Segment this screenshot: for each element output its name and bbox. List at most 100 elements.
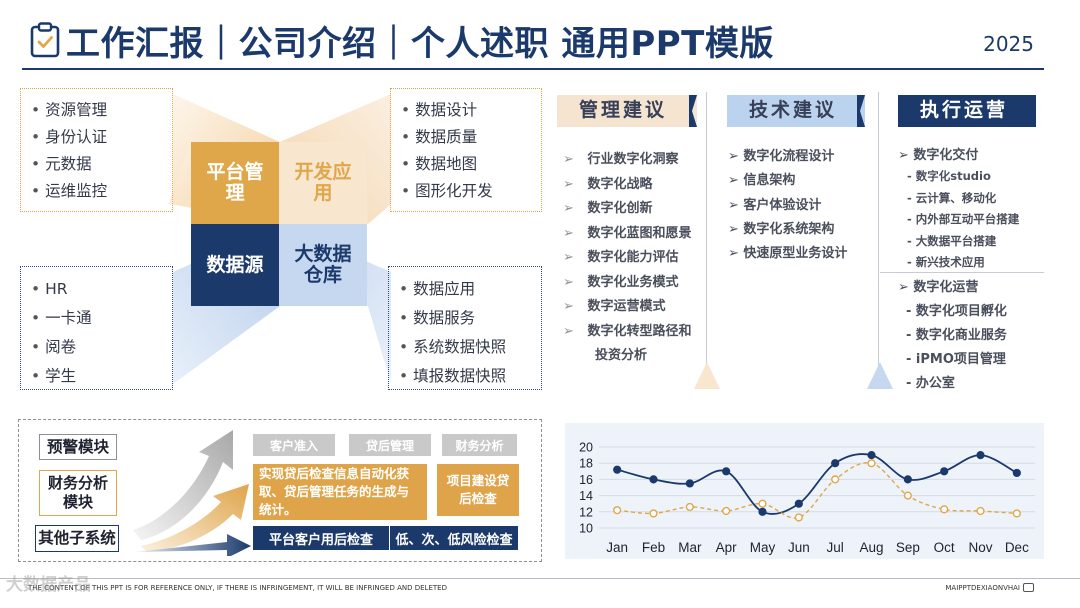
list-item: - 大数据平台搭建 — [907, 233, 997, 248]
column-marker-triangle — [867, 362, 893, 389]
list-item: 数据质量 — [401, 124, 535, 151]
x-tick-label: May — [750, 540, 776, 555]
column-title-technical: 技术建议 — [727, 95, 865, 127]
list-item: - iPMO项目管理 — [906, 352, 1006, 367]
list-item: 身份认证 — [31, 124, 166, 151]
list-item: ➢ 数字化流程设计 — [728, 149, 835, 164]
list-technical: ➢ 数字化流程设计 ➢ 信息架构 ➢ 客户体验设计 ➢ 数字化系统架构 ➢ 快速… — [728, 145, 876, 266]
list-item: 数据应用 — [399, 275, 535, 304]
box-platform-check: 平台客户用后检查 — [253, 526, 389, 550]
list-dev-application: 数据设计 数据质量 数据地图 图形化开发 — [390, 88, 542, 212]
list-data-warehouse: 数据应用 数据服务 系统数据快照 填报数据快照 — [388, 266, 542, 390]
page-title: 工作汇报｜公司介绍｜个人述职 通用PPT模版 — [66, 24, 774, 64]
list-item: 阅卷 — [31, 333, 166, 362]
series-point-1 — [1012, 468, 1021, 478]
list-item: 填报数据快照 — [399, 362, 535, 391]
x-tick-label: Aug — [859, 540, 883, 555]
box-text: 项目建设贷后检查 — [446, 473, 510, 506]
group-divider — [880, 272, 1044, 273]
list-item: 图形化开发 — [401, 178, 535, 205]
column-title-management: 管理建议 — [557, 95, 697, 127]
list-item: - 新兴技术应用 — [907, 255, 985, 269]
x-tick-label: Mar — [678, 540, 702, 555]
quadrant-data-source: 数据源 — [191, 224, 279, 306]
series-point-2 — [649, 509, 658, 518]
series-line-2 — [617, 462, 1017, 519]
list-item: HR — [31, 275, 166, 304]
series-point-2 — [976, 506, 985, 516]
list-item: - 数字化项目孵化 — [906, 304, 1007, 319]
line-chart: 10 12 14 16 18 20 Jan Feb Mar Apr May Jun Jul Aug Sep O… — [565, 423, 1044, 559]
series-point-1 — [976, 450, 985, 460]
list-data-source: HR 一卡通 阅卷 学生 — [20, 266, 173, 390]
list-item: ➢ 数字化系统架构 — [728, 221, 835, 237]
list-management: ➢ 行业数字化洞察 ➢ 数字化战略 ➢ 数字化创新 ➢ 数字化蓝图和愿景 ➢ 数… — [563, 148, 703, 369]
series-point-2 — [867, 459, 876, 468]
watermark: 大数据产品 — [6, 575, 91, 595]
tag-customer-access: 客户准入 — [253, 434, 335, 456]
y-tick-label: 16 — [579, 473, 593, 487]
list-item: 运维监控 — [31, 178, 166, 205]
x-tick-label: Apr — [716, 540, 738, 555]
flow-arrows-icon — [133, 430, 251, 556]
quadrant-label: 平台管理 — [206, 161, 264, 204]
series-point-1 — [794, 499, 803, 508]
series-point-1 — [903, 475, 912, 484]
list-item: - 办公室 — [906, 376, 955, 391]
list-item: 元数据 — [31, 151, 166, 178]
list-item: 学生 — [31, 362, 166, 391]
module-label: 预警模块 — [46, 437, 109, 456]
x-tick-label: Nov — [968, 540, 992, 555]
list-platform-management: 资源管理 身份认证 元数据 运维监控 — [20, 88, 173, 212]
series-point-2 — [1012, 509, 1021, 518]
quadrant-label: 开发应用 — [294, 161, 352, 204]
box-text: 实现贷后检查信息自动化获取、贷后管理任务的生成与统计。 — [259, 466, 410, 517]
quadrant-label: 大数据仓库 — [294, 243, 352, 286]
list-item: 系统数据快照 — [399, 333, 535, 362]
list-item: ➢ 数字化战略 — [563, 176, 653, 192]
column-title-execution: 执行运营 — [898, 95, 1036, 127]
list-item: 一卡通 — [31, 304, 166, 333]
series-point-1 — [722, 467, 731, 476]
series-point-1 — [940, 467, 949, 476]
quadrant-platform-management: 平台管理 — [191, 142, 279, 224]
tag-post-loan-management: 贷后管理 — [349, 434, 431, 456]
series-point-2 — [831, 475, 840, 484]
group-head: ➢ 数字化交付 — [898, 148, 979, 163]
box-low-risk-check: 低、次、低风险检查 — [390, 526, 518, 550]
list-item: ➢ 信息架构 — [728, 173, 796, 189]
list-execution: ➢ 数字化交付 - 数字化studio - 云计算、移动化 - 内外部互动平台搭… — [898, 145, 1046, 274]
y-tick-label: 10 — [579, 522, 593, 536]
footer-logo-icon — [1023, 583, 1034, 592]
series-point-2 — [794, 513, 803, 522]
series-point-2 — [758, 499, 767, 508]
series-point-1 — [867, 450, 876, 460]
quadrant-label: 数据源 — [206, 253, 264, 276]
list-item: ➢ 快速原型业务设计 — [728, 246, 848, 262]
y-tick-label: 14 — [579, 489, 593, 503]
column-title-text: 执行运营 — [920, 99, 1009, 121]
column-marker-triangle — [694, 362, 720, 389]
column-title-text: 技术建议 — [749, 99, 838, 121]
footer-brand: MAIPPTDEXIAONVHAI — [945, 584, 1020, 592]
quadrant-data-warehouse: 大数据仓库 — [279, 224, 367, 306]
x-tick-label: Oct — [934, 540, 955, 555]
list-item: - 数字化studio — [907, 169, 991, 183]
clipboard-check-icon — [30, 22, 60, 58]
module-label: 其他子系统 — [38, 529, 116, 547]
series-point-1 — [649, 475, 658, 484]
y-tick-label: 20 — [579, 441, 593, 455]
module-warning: 预警模块 — [39, 434, 117, 460]
tag-financial-analysis: 财务分析 — [442, 434, 517, 456]
list-item: 数据设计 — [401, 97, 535, 124]
list-item: - 内外部互动平台搭建 — [907, 212, 1020, 226]
series-point-2 — [722, 506, 731, 516]
list-execution-operations: ➢ 数字化运营 - 数字化项目孵化 - 数字化商业服务 - iPMO项目管理 -… — [898, 276, 1046, 396]
data-platform-diagram: 平台管理 开发应用 数据源 大数据仓库 资源管理 身份认证 元数据 运维监控 数… — [18, 82, 546, 394]
series-point-1 — [831, 459, 840, 468]
y-tick-label: 12 — [579, 505, 593, 519]
list-item: - 数字化商业服务 — [906, 328, 1007, 343]
box-automation-summary: 实现贷后检查信息自动化获取、贷后管理任务的生成与统计。 — [253, 464, 427, 520]
list-item: ➢ 数字化能力评估 — [563, 250, 679, 265]
group-head: ➢ 数字化运营 — [898, 280, 979, 295]
